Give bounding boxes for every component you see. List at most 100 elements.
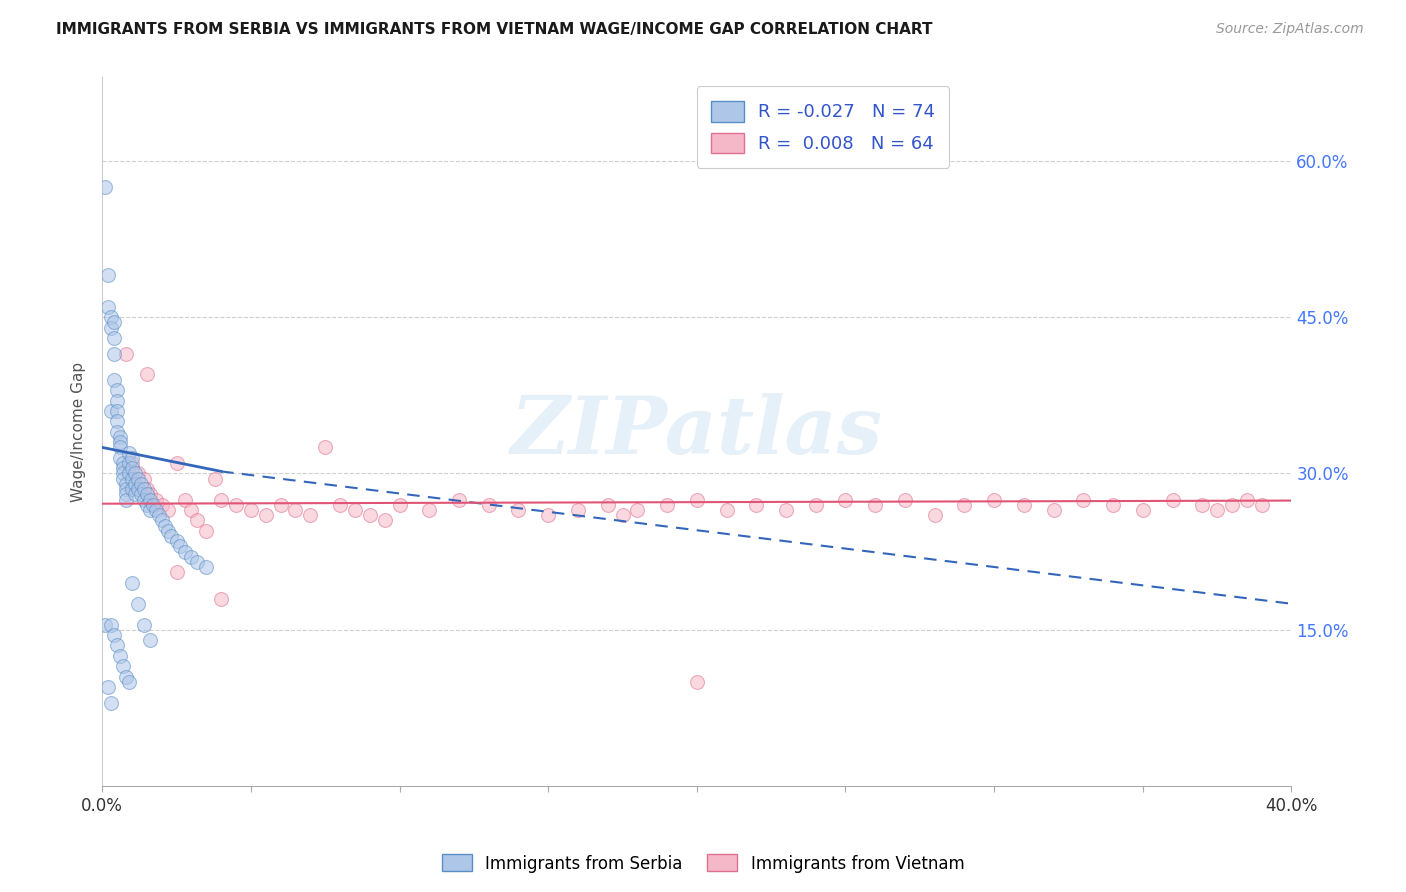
Point <box>111 456 134 470</box>
Point <box>1073 492 1095 507</box>
Point <box>299 508 322 523</box>
Point <box>166 534 188 549</box>
Point <box>686 674 709 689</box>
Point <box>745 498 768 512</box>
Point <box>118 674 141 689</box>
Point <box>132 472 155 486</box>
Point <box>127 472 149 486</box>
Text: Source: ZipAtlas.com: Source: ZipAtlas.com <box>1216 22 1364 37</box>
Point <box>186 555 208 569</box>
Point <box>924 508 946 523</box>
Point <box>115 482 138 496</box>
Point <box>100 320 122 334</box>
Point <box>145 492 167 507</box>
Point <box>135 498 157 512</box>
Point <box>139 492 162 507</box>
Point <box>121 575 143 590</box>
Point <box>108 441 131 455</box>
Point <box>374 513 396 527</box>
Point <box>118 467 141 481</box>
Point <box>108 450 131 465</box>
Point <box>103 346 125 360</box>
Point <box>105 393 128 408</box>
Point <box>124 476 146 491</box>
Point <box>150 498 173 512</box>
Point <box>118 456 141 470</box>
Point <box>343 503 366 517</box>
Point <box>103 373 125 387</box>
Point <box>1250 498 1272 512</box>
Y-axis label: Wage/Income Gap: Wage/Income Gap <box>72 362 86 502</box>
Point <box>121 461 143 475</box>
Point <box>105 425 128 439</box>
Point <box>124 487 146 501</box>
Point <box>418 503 440 517</box>
Point <box>97 680 120 694</box>
Point <box>716 503 738 517</box>
Point <box>115 476 138 491</box>
Point <box>209 492 232 507</box>
Point <box>124 467 146 481</box>
Point <box>135 487 157 501</box>
Point <box>135 482 157 496</box>
Point <box>121 456 143 470</box>
Point <box>129 476 152 491</box>
Point <box>626 503 648 517</box>
Point <box>388 498 411 512</box>
Point <box>100 617 122 632</box>
Text: IMMIGRANTS FROM SERBIA VS IMMIGRANTS FROM VIETNAM WAGE/INCOME GAP CORRELATION CH: IMMIGRANTS FROM SERBIA VS IMMIGRANTS FRO… <box>56 22 932 37</box>
Point <box>111 472 134 486</box>
Point <box>239 503 262 517</box>
Point <box>159 529 181 543</box>
Point <box>447 492 470 507</box>
Point <box>983 492 1005 507</box>
Point <box>270 498 292 512</box>
Point <box>103 315 125 329</box>
Point <box>186 513 208 527</box>
Point <box>115 670 138 684</box>
Point <box>953 498 976 512</box>
Point <box>97 268 120 283</box>
Point <box>115 487 138 501</box>
Point <box>174 492 197 507</box>
Point <box>103 628 125 642</box>
Point <box>655 498 678 512</box>
Point <box>97 300 120 314</box>
Point <box>1132 503 1154 517</box>
Point <box>894 492 917 507</box>
Point <box>478 498 501 512</box>
Point <box>180 549 202 564</box>
Point <box>145 503 167 517</box>
Point <box>111 461 134 475</box>
Point <box>1236 492 1258 507</box>
Point <box>166 566 188 580</box>
Point <box>153 518 176 533</box>
Point <box>115 492 138 507</box>
Point <box>121 482 143 496</box>
Text: ZIPatlas: ZIPatlas <box>510 393 883 471</box>
Point <box>129 487 152 501</box>
Point <box>111 467 134 481</box>
Point <box>1206 503 1229 517</box>
Point <box>686 492 709 507</box>
Point <box>254 508 277 523</box>
Point <box>111 659 134 673</box>
Point <box>94 617 117 632</box>
Point <box>1191 498 1213 512</box>
Point <box>284 503 307 517</box>
Point <box>108 435 131 450</box>
Point <box>1042 503 1064 517</box>
Point <box>115 346 138 360</box>
Point <box>135 368 157 382</box>
Point <box>359 508 381 523</box>
Point <box>775 503 797 517</box>
Point <box>121 450 143 465</box>
Point <box>139 487 162 501</box>
Point <box>225 498 247 512</box>
Legend: Immigrants from Serbia, Immigrants from Vietnam: Immigrants from Serbia, Immigrants from … <box>434 847 972 880</box>
Point <box>127 597 149 611</box>
Point <box>596 498 619 512</box>
Point <box>108 648 131 663</box>
Point <box>863 498 886 512</box>
Point <box>142 498 165 512</box>
